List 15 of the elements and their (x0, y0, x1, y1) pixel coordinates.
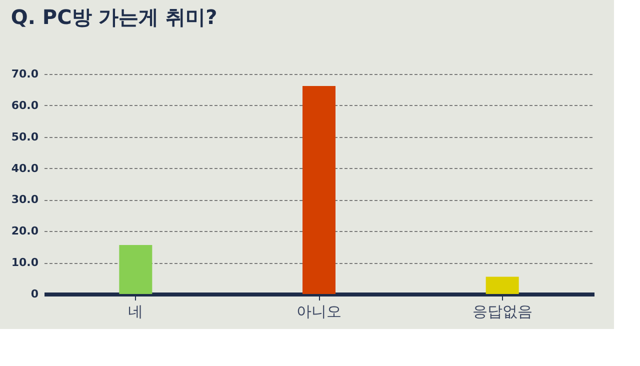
y-tick-label: 0 (30, 288, 39, 300)
bar (119, 244, 152, 294)
x-tick-label: 네 (128, 302, 144, 320)
y-tick-label: 40.0 (11, 162, 39, 175)
y-tick-label: 10.0 (11, 256, 39, 270)
x-tick-label: 응답없음 (472, 302, 532, 320)
bar (486, 276, 519, 294)
y-tick-label: 20.0 (11, 224, 39, 238)
chart-title: Q. PC방 가는게 취미? (10, 5, 218, 29)
y-tick-label: 70.0 (11, 68, 39, 80)
bar (302, 86, 336, 294)
y-tick-label: 30.0 (11, 193, 39, 206)
x-tick-label: 아니오 (296, 302, 342, 320)
y-tick-label: 50.0 (11, 130, 39, 144)
y-tick-label: 60.0 (11, 98, 39, 112)
